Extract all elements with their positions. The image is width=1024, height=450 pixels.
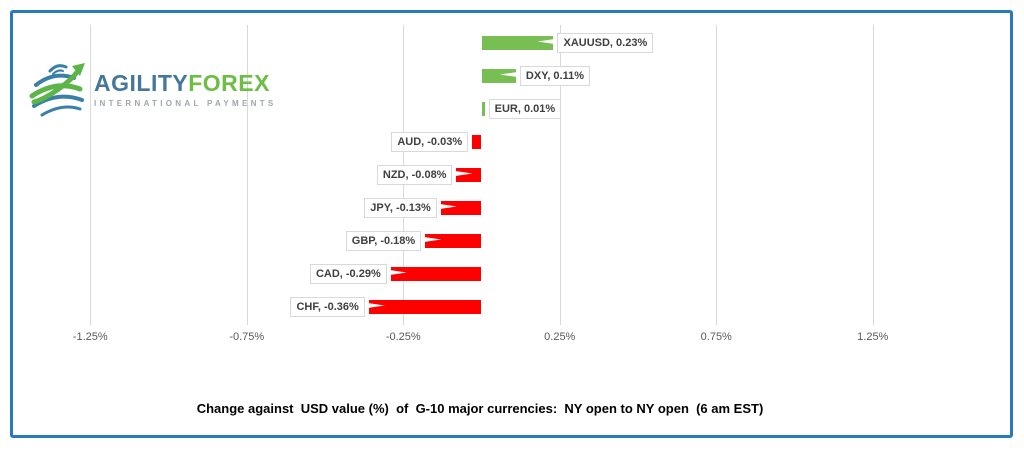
data-label-gbp: GBP, -0.18%: [345, 231, 422, 251]
bar-aud: [472, 135, 482, 149]
data-label-jpy: JPY, -0.13%: [364, 198, 437, 218]
gridline: [246, 25, 248, 325]
callout-wedge: [382, 269, 407, 276]
x-axis-tick-label: -1.25%: [72, 331, 108, 343]
bar-jpy: [440, 201, 482, 215]
bar-nzd: [456, 168, 482, 182]
callout-wedge: [360, 302, 385, 309]
chart-title: Change against USD value (%) of G-10 maj…: [196, 401, 764, 416]
data-label-eur: EUR, 0.01%: [488, 99, 562, 119]
x-axis-tick-label: -0.75%: [229, 331, 265, 343]
logo-brand-text: AGILITYFOREX: [94, 70, 277, 97]
gridline: [559, 25, 561, 325]
bar-cad: [390, 267, 482, 281]
data-label-xauusd: XAUUSD, 0.23%: [557, 33, 654, 53]
logo-brand-primary: AGILITY: [94, 70, 189, 96]
logo-brand-secondary: FOREX: [188, 70, 270, 96]
gridline: [90, 25, 92, 325]
gridline: [872, 25, 874, 325]
x-axis-tick-label: -0.25%: [385, 331, 421, 343]
logo-tagline: INTERNATIONAL PAYMENTS: [94, 99, 277, 108]
bar-eur: [481, 102, 485, 116]
callout-wedge: [499, 71, 524, 78]
data-label-dxy: DXY, 0.11%: [519, 66, 591, 86]
callout-wedge: [448, 170, 473, 177]
data-label-aud: AUD, -0.03%: [391, 132, 469, 152]
x-axis-tick-label: 0.25%: [544, 331, 576, 343]
callout-wedge: [537, 38, 562, 45]
data-label-nzd: NZD, -0.08%: [376, 165, 453, 185]
bar-gbp: [425, 234, 482, 248]
gridline: [716, 25, 718, 325]
agilityforex-logo: AGILITYFOREX INTERNATIONAL PAYMENTS: [28, 58, 288, 122]
x-axis-tick-label: 0.75%: [700, 331, 732, 343]
bar-chf: [368, 300, 482, 314]
bar-xauusd: [481, 36, 554, 50]
callout-wedge: [417, 236, 442, 243]
data-label-chf: CHF, -0.36%: [290, 297, 365, 317]
bar-dxy: [481, 69, 516, 83]
globe-arrow-icon: [29, 63, 85, 117]
x-axis-tick-label: 1.25%: [857, 331, 889, 343]
data-label-cad: CAD, -0.29%: [309, 264, 387, 284]
callout-wedge: [432, 203, 457, 210]
